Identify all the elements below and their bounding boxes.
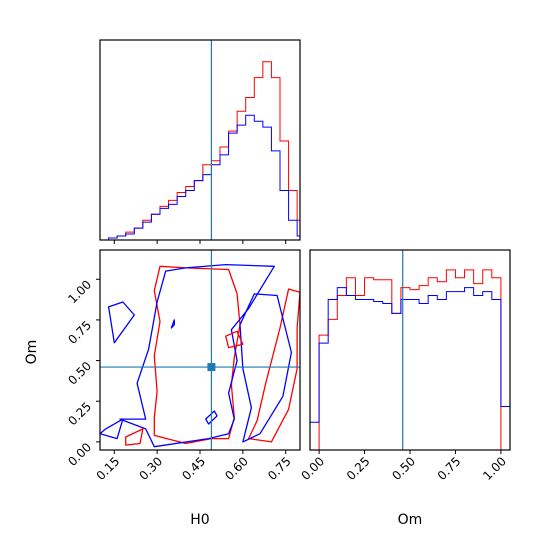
om-x-tick-label: 0.25 — [344, 454, 373, 483]
om-marginal-panel: 0.00 0.25 0.50 0.75 1.00 — [298, 249, 511, 483]
joint-y-tick-label: 0.50 — [65, 359, 94, 388]
h0-marginal-panel — [99, 39, 301, 244]
joint-y-tick-label: 0.25 — [65, 399, 94, 428]
contour-5 — [107, 301, 135, 344]
contour-1 — [119, 263, 275, 448]
om-histogram-blue — [310, 287, 510, 447]
joint-truth-marker — [207, 363, 216, 372]
contour-7 — [125, 428, 144, 446]
joint-x-tick-label: 0.15 — [94, 454, 123, 483]
joint-x-tick-label: 0.45 — [179, 454, 208, 483]
h0-om-joint-panel: 0.15 0.30 0.45 0.60 0.75 0.00 0.25 0.50 0.75 1.00 — [65, 249, 301, 483]
om-histogram-red — [310, 269, 510, 450]
joint-x-tick-label: 0.30 — [136, 454, 165, 483]
joint-x-tick-label: 0.60 — [222, 454, 251, 483]
joint-y-tick-label: 0.75 — [65, 318, 94, 347]
x-axis-label-om: Om — [398, 512, 423, 528]
om-x-tick-label: 1.00 — [480, 454, 509, 483]
contour-3 — [239, 293, 293, 443]
joint-y-tick-label: 0.00 — [65, 440, 94, 469]
joint-y-tick-label: 1.00 — [65, 277, 94, 306]
contour-4 — [225, 330, 244, 349]
x-axis-label-h0: H0 — [190, 512, 209, 528]
h0-marginal-frame — [99, 39, 301, 241]
h0-histogram-blue — [100, 114, 300, 240]
joint-x-tick-label: 0.75 — [265, 454, 294, 483]
contour-6 — [100, 418, 124, 440]
contour-2 — [247, 288, 300, 443]
om-x-tick-label: 0.75 — [435, 454, 464, 483]
contour-9 — [170, 319, 175, 329]
om-x-tick-label: 0.00 — [298, 454, 327, 483]
om-marginal-frame — [309, 249, 511, 451]
om-x-tick-label: 0.50 — [389, 454, 418, 483]
contour-8 — [205, 410, 218, 425]
joint-frame — [99, 249, 301, 451]
y-axis-label-om: Om — [24, 340, 40, 365]
contour-0 — [153, 265, 241, 445]
